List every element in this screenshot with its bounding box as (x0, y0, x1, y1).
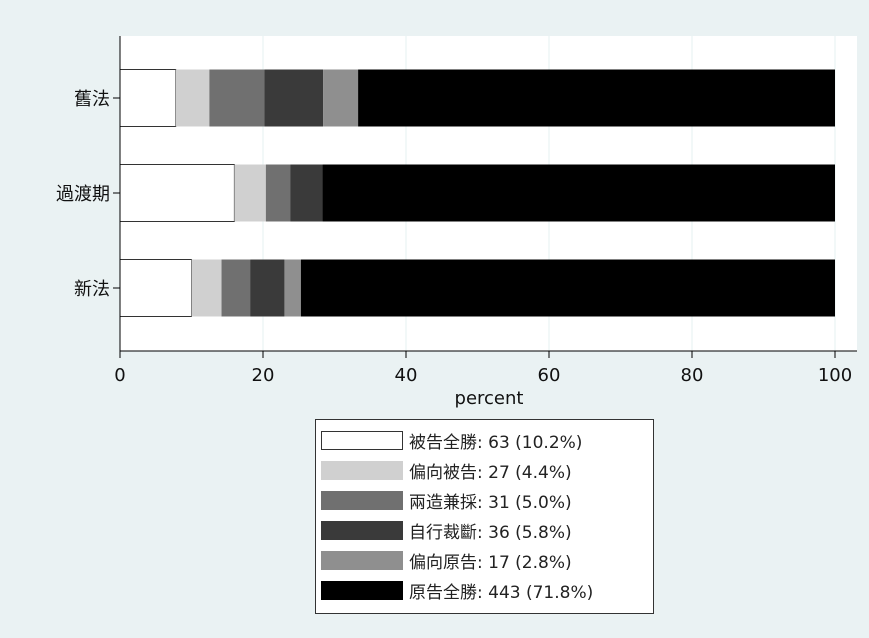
bar-segment (250, 259, 285, 317)
bar-segment (300, 259, 835, 317)
bar-segment (119, 164, 235, 222)
legend-item: 被告全勝: 63 (10.2%) (321, 428, 582, 453)
legend-item: 偏向被告: 27 (4.4%) (321, 458, 572, 483)
x-tick-label: 100 (818, 365, 852, 386)
legend-item: 原告全勝: 443 (71.8%) (321, 578, 593, 603)
bar-segment (264, 69, 324, 127)
legend-item: 自行裁斷: 36 (5.8%) (321, 518, 572, 543)
x-tick-label: 20 (252, 365, 275, 386)
legend-label: 被告全勝: 63 (10.2%) (409, 433, 583, 453)
legend-label: 兩造兼採: 31 (5.0%) (409, 493, 572, 513)
bar-segment (209, 69, 265, 127)
legend-label: 自行裁斷: 36 (5.8%) (409, 523, 572, 543)
bar-segment (191, 259, 222, 317)
bar-segment (358, 69, 835, 127)
x-tick-label: 0 (114, 365, 125, 386)
legend-item: 偏向原告: 17 (2.8%) (321, 548, 572, 573)
legend-item: 兩造兼採: 31 (5.0%) (321, 488, 572, 513)
legend: 被告全勝: 63 (10.2%) 偏向被告: 27 (4.4%) 兩造兼採: 3… (315, 419, 654, 614)
bar-segment (265, 164, 291, 222)
legend-label: 偏向原告: 17 (2.8%) (409, 553, 572, 573)
bar-segment (119, 69, 177, 127)
bar-segment (234, 164, 266, 222)
legend-swatch (321, 551, 403, 570)
bar-segment (175, 69, 210, 127)
x-tick-label: 60 (538, 365, 561, 386)
bar-segment (284, 259, 301, 317)
bar-segment (221, 259, 251, 317)
bar-segment (322, 164, 836, 222)
bars (119, 69, 836, 317)
legend-label: 偏向被告: 27 (4.4%) (409, 463, 572, 483)
x-tick-label: 40 (395, 365, 418, 386)
legend-swatch (321, 461, 403, 480)
bar-segment (119, 259, 192, 317)
x-tick-label: 80 (681, 365, 704, 386)
y-tick-label: 過渡期 (56, 184, 110, 205)
legend-swatch (321, 521, 403, 540)
legend-label: 原告全勝: 443 (71.8%) (409, 583, 594, 603)
x-axis-label: percent (455, 388, 524, 409)
bar-segment (323, 69, 359, 127)
legend-swatch (321, 581, 403, 600)
bar-segment (290, 164, 323, 222)
y-tick-label: 新法 (74, 279, 110, 300)
legend-swatch (321, 491, 403, 510)
legend-swatch (321, 431, 403, 450)
y-tick-label: 舊法 (74, 89, 110, 110)
